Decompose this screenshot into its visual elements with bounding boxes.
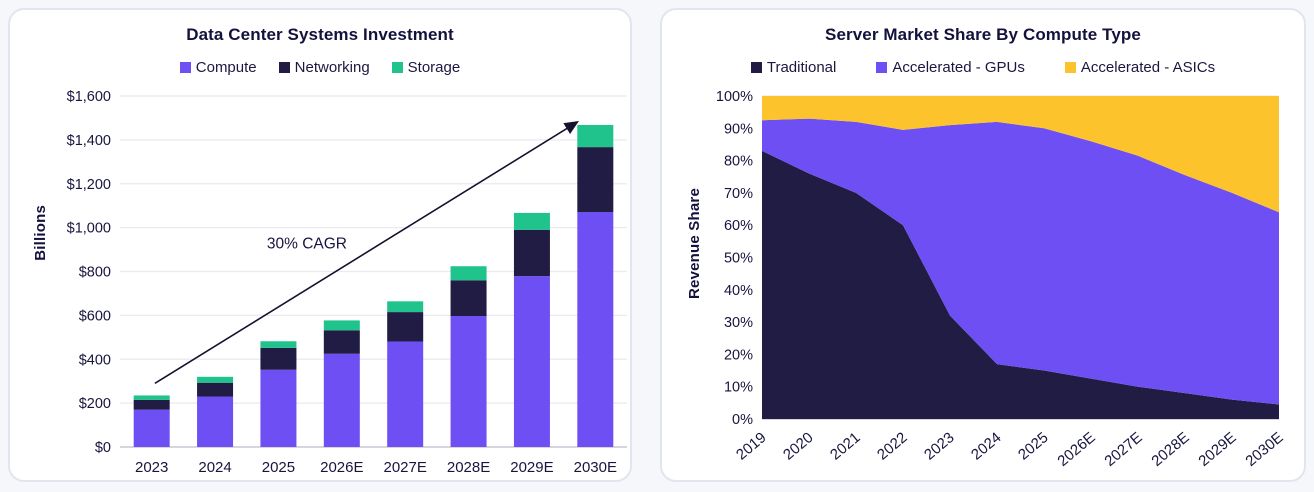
storage-swatch-icon (391, 62, 403, 73)
bar-segment-networking-2028E (450, 280, 487, 317)
x-tick-label: 2027E (384, 459, 427, 476)
bar-segment-compute-2028E (450, 316, 487, 447)
legend-label-accelerated-gpus: Accelerated - GPUs (892, 59, 1025, 76)
bar-segment-storage-2026E (323, 320, 360, 331)
bar-segment-compute-2029E (513, 276, 550, 447)
legend-item-compute: Compute (179, 59, 257, 76)
legend-label-storage: Storage (407, 59, 461, 76)
y-tick-label: 20% (724, 347, 753, 363)
x-tick-label: 2026E (1054, 429, 1098, 470)
bar-segment-networking-2024 (197, 382, 234, 397)
accelerated-gpus-swatch-icon (876, 62, 888, 73)
area-accelerated-gpus (762, 118, 1279, 405)
y-tick-label: $0 (95, 440, 111, 456)
y-tick-label: 40% (724, 283, 753, 299)
y-tick-label: $1,200 (67, 177, 111, 193)
x-tick-label: 2020 (780, 429, 816, 463)
legend-label-networking: Networking (294, 59, 370, 76)
legend-label-compute: Compute (195, 59, 257, 76)
x-tick-label: 2019 (733, 429, 769, 463)
y-tick-label: $600 (79, 308, 111, 324)
x-tick-label: 2024 (968, 429, 1004, 463)
y-tick-label: $1,400 (67, 133, 111, 149)
bar-segment-storage-2030E (577, 124, 614, 148)
stacked-bar-chart: $0 $200 $400 $600 $800 $1,000 $1,200 $1,400 $1,6… (67, 89, 627, 476)
legend-item-storage: Storage (391, 59, 461, 76)
investment-chart-legend: Compute Networking Storage (10, 59, 630, 76)
y-tick-label: $200 (79, 396, 111, 412)
y-tick-label: 80% (724, 154, 753, 170)
legend-item-traditional: Traditional (750, 59, 837, 76)
bar-segment-networking-2023 (133, 399, 170, 410)
y-tick-label: 100% (716, 89, 753, 105)
compute-swatch-icon (179, 62, 191, 73)
y-tick-label: $400 (79, 352, 111, 368)
area-accelerated-asics (762, 96, 1279, 213)
x-tick-label: 2029E (510, 459, 553, 476)
x-tick-label: 2027E (1101, 429, 1145, 470)
bar-segment-compute-2025 (260, 369, 297, 447)
market-share-chart-legend: Traditional Accelerated - GPUs Accelerat… (662, 59, 1304, 76)
y-tick-label: $1,600 (67, 89, 111, 105)
area-traditional (762, 150, 1279, 419)
bar-segment-compute-2024 (197, 396, 234, 447)
cagr-arrow (154, 121, 579, 385)
stacked-area-chart: 0% 10% 20% 30% 40% 50% 60% 70% 80% 90% 100% 2019 202… (716, 89, 1287, 470)
x-tick-label: 2025 (1015, 429, 1051, 463)
y-tick-label: 90% (724, 121, 753, 137)
x-tick-label: 2021 (827, 429, 863, 463)
y-tick-label: $1,000 (67, 221, 111, 237)
legend-label-traditional: Traditional (766, 59, 837, 76)
y-tick-label: 50% (724, 251, 753, 267)
legend-item-networking: Networking (278, 59, 370, 76)
y-tick-label: 30% (724, 315, 753, 331)
x-tick-label: 2023 (921, 429, 957, 463)
x-tick-label: 2030E (574, 459, 617, 476)
y-tick-label: 10% (724, 380, 753, 396)
bar-segment-compute-2026E (323, 353, 360, 447)
bar-segment-networking-2027E (387, 312, 424, 342)
cagr-annotation-label: 30% CAGR (267, 235, 347, 252)
x-tick-label: 2026E (320, 459, 363, 476)
investment-chart-card: Data Center Systems Investment Compute N… (8, 8, 632, 482)
bar-segment-storage-2029E (513, 212, 550, 230)
bar-segment-networking-2029E (513, 229, 550, 277)
traditional-swatch-icon (750, 62, 762, 73)
y-tick-label: 70% (724, 186, 753, 202)
x-tick-label: 2025 (262, 459, 295, 476)
x-tick-label: 2024 (198, 459, 231, 476)
bar-segment-compute-2023 (133, 409, 170, 447)
bar-segment-compute-2027E (387, 341, 424, 447)
market-share-chart-card: Server Market Share By Compute Type Trad… (660, 8, 1306, 482)
bar-segment-storage-2024 (197, 376, 234, 383)
bar-segment-networking-2025 (260, 347, 297, 370)
legend-item-accelerated-asics: Accelerated - ASICs (1064, 59, 1216, 76)
x-tick-label: 2029E (1195, 429, 1239, 470)
bar-segment-networking-2026E (323, 330, 360, 354)
legend-item-accelerated-gpus: Accelerated - GPUs (876, 59, 1025, 76)
market-share-chart-title: Server Market Share By Compute Type (825, 25, 1141, 44)
bar-segment-storage-2027E (387, 301, 424, 313)
bar-segment-storage-2028E (450, 266, 487, 281)
x-tick-label: 2022 (874, 429, 910, 463)
x-tick-label: 2023 (135, 459, 168, 476)
bar-segment-networking-2030E (577, 147, 614, 213)
y-tick-label: 60% (724, 218, 753, 234)
legend-label-accelerated-asics: Accelerated - ASICs (1080, 59, 1216, 76)
x-tick-label: 2028E (1148, 429, 1192, 470)
bar-segment-compute-2030E (577, 212, 614, 447)
networking-swatch-icon (278, 62, 290, 73)
investment-chart-title: Data Center Systems Investment (186, 25, 454, 44)
x-tick-label: 2030E (1242, 429, 1286, 470)
y-tick-label: 0% (732, 412, 753, 428)
bar-segment-storage-2025 (260, 341, 297, 348)
accelerated-asics-swatch-icon (1064, 62, 1076, 73)
bar-segment-storage-2023 (133, 395, 170, 400)
x-tick-label: 2028E (447, 459, 490, 476)
y-tick-label: $800 (79, 265, 111, 281)
